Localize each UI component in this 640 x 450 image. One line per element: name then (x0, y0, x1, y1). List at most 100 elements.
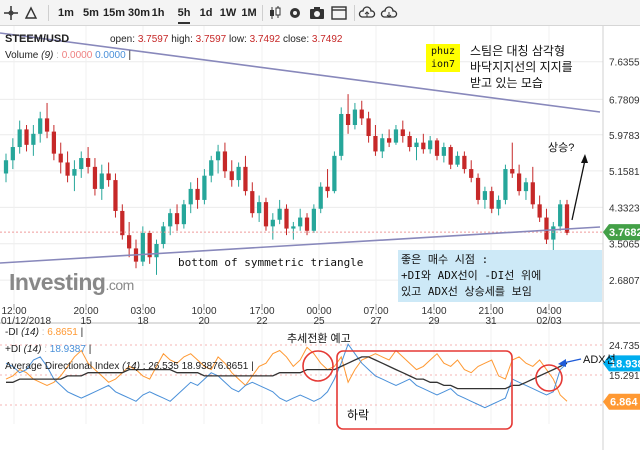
candle (72, 160, 77, 192)
candle-body (72, 169, 77, 176)
candle-body (414, 142, 419, 148)
decline-label: 하락 (347, 408, 370, 422)
minus-di-marker: 6.864 (603, 393, 640, 410)
candle-body (407, 136, 412, 148)
candle (44, 102, 50, 139)
timeframe-1W[interactable]: 1W (219, 7, 237, 19)
candle (482, 186, 488, 209)
current-price-marker-bg (603, 224, 640, 241)
candle-body (215, 151, 221, 161)
adx-param: (14) (122, 361, 140, 372)
candle (469, 160, 474, 183)
timeframe-15m[interactable]: 15m (103, 7, 126, 19)
candles (3, 94, 570, 275)
plus-di-marker-value: 18.938 (610, 358, 640, 370)
indicator-tick-label: 15.291 (609, 371, 640, 382)
candle (475, 173, 481, 205)
timeframe-5m[interactable]: 5m (83, 7, 99, 19)
price-tick-label: 4.3323 (609, 203, 640, 214)
decline-box (336, 350, 513, 430)
plus-di-label: +DI (5, 344, 21, 355)
low-label: low: (229, 34, 247, 45)
candle (325, 169, 330, 198)
triangle-support-note-line-2: 바닥지지선의 지지를 (470, 60, 573, 74)
candle-body (257, 202, 262, 214)
candle-body (537, 204, 542, 218)
timeframe-1M[interactable]: 1M (241, 7, 257, 19)
adx-values: : 26.535 18.93876.8651 (142, 361, 249, 372)
candle-body (154, 244, 159, 258)
candle (10, 138, 15, 170)
candle-body (209, 160, 214, 176)
timeframe-30m[interactable]: 30m (128, 7, 151, 19)
low-value: 3.7492 (249, 34, 281, 45)
candle-body (311, 208, 316, 231)
minus-di-label: -DI (5, 327, 19, 338)
candle-body (516, 173, 522, 192)
timeframe-1h[interactable]: 1h (151, 7, 165, 19)
minus-di-marker-value: 6.864 (610, 397, 638, 409)
minus-di-line (5, 346, 568, 402)
candle (257, 195, 262, 222)
candle (277, 199, 282, 225)
buy-signal-note-line-1: 좋은 매수 시점 : (401, 253, 489, 266)
candle (537, 195, 542, 222)
gear-icon[interactable] (286, 4, 304, 22)
candle (181, 199, 186, 229)
candle-body (475, 177, 481, 200)
time-tick-bottom-label: 25 (313, 316, 325, 327)
candle (544, 208, 549, 244)
time-tick-top-label: 12:00 (1, 306, 26, 317)
candle-body (441, 147, 446, 156)
chart-toolbar: 1m 5m 15m 30m 1h 5h 1d 1W 1M (0, 0, 640, 26)
triangle-support-note-line-3: 받고 있는 모습 (470, 76, 543, 90)
time-tick-top-label: 04:00 (536, 306, 561, 317)
candle-body (496, 199, 501, 209)
price-axis: 7.6355 6.7809 5.9783 5.1581 4.3323 3.5065 2.68… (609, 58, 640, 287)
candle-body (380, 138, 385, 152)
triangle-support-note: 스팀은 대칭 삼각형 바닥지지선의 지지를 받고 있는 모습 (470, 43, 573, 91)
timeframe-1d[interactable]: 1d (199, 7, 213, 19)
timeframe-1m[interactable]: 1m (58, 7, 74, 19)
volume-readout: Volume (9) : 0.0000 0.0000 | (5, 50, 132, 61)
candle (291, 221, 296, 240)
candle (17, 120, 22, 154)
candle (168, 208, 173, 236)
camera-icon[interactable] (308, 4, 326, 22)
candle-body (79, 158, 84, 170)
candle (428, 136, 433, 154)
candle (113, 173, 118, 218)
candle (407, 131, 412, 152)
plus-di-marker: 18.938 (603, 355, 640, 372)
candle (250, 182, 255, 218)
volume-param: (9) (41, 50, 54, 61)
candle-body (243, 166, 248, 192)
candle-body (229, 171, 234, 181)
candle (558, 199, 563, 231)
time-tick-top-label: 10:00 (191, 306, 216, 317)
candle (503, 164, 508, 205)
candle-body (482, 191, 488, 200)
cloud-upload-icon[interactable] (358, 4, 376, 22)
cloud-download-icon[interactable] (380, 4, 398, 22)
window-icon[interactable] (330, 4, 348, 22)
candle-chart-icon[interactable] (266, 4, 284, 22)
candle (243, 155, 248, 196)
candle-body (469, 169, 474, 178)
timeframe-5h[interactable]: 5h (176, 4, 192, 24)
adx-rise-circle (535, 364, 563, 392)
candle-body (352, 109, 358, 125)
triangle-icon[interactable] (22, 4, 40, 22)
crosshair-icon[interactable] (2, 4, 20, 22)
candle (161, 221, 166, 249)
candle (318, 182, 323, 214)
watermark-suffix: .com (105, 277, 134, 293)
candle (510, 142, 515, 178)
candle (551, 221, 556, 253)
candle (31, 124, 36, 156)
current-price-value: 3.7682 (609, 227, 640, 239)
candle-body (284, 208, 289, 229)
author-tag-line-1: phuz (430, 46, 456, 57)
plus-di-line (5, 343, 568, 409)
